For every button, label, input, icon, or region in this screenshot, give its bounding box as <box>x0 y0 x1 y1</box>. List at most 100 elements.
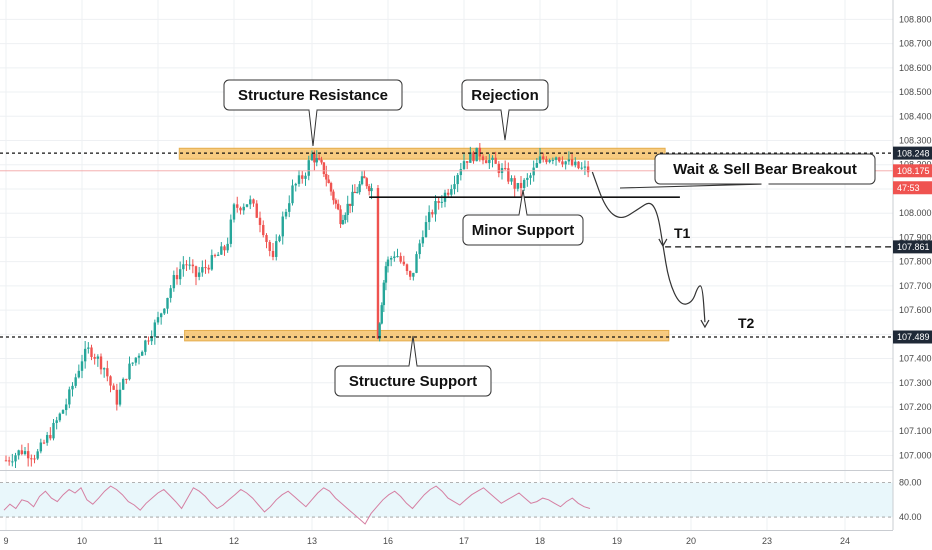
candle-body <box>118 389 122 405</box>
candle-body <box>45 434 49 443</box>
candle-body <box>11 461 14 463</box>
candle-body <box>229 219 233 244</box>
candle-body <box>351 191 354 206</box>
candle-body <box>370 188 373 192</box>
candle-body <box>17 450 20 456</box>
candle-body <box>325 174 328 180</box>
candle-body <box>163 308 166 314</box>
support-zone <box>184 329 670 342</box>
candle-body <box>109 376 112 386</box>
candle-body <box>507 168 510 182</box>
candle-body <box>548 159 551 163</box>
candle-body <box>554 157 558 160</box>
level-badge-t1-bg <box>893 240 932 254</box>
candle-body <box>327 179 330 184</box>
time-tick-label: 24 <box>840 536 850 546</box>
candle-body <box>150 336 153 342</box>
candle-body <box>564 161 567 165</box>
time-tick-label: 10 <box>77 536 87 546</box>
candle-body <box>288 203 291 212</box>
candle-body <box>96 356 100 359</box>
time-tick-label: 16 <box>383 536 393 546</box>
candle-body <box>4 460 8 462</box>
candle-body <box>55 420 58 423</box>
candle-body <box>408 271 412 277</box>
candle-body <box>175 275 179 280</box>
candle-body <box>551 159 555 161</box>
candlesticks <box>4 143 590 469</box>
candle-body <box>223 246 226 251</box>
candle-body <box>365 178 368 187</box>
candle-body <box>194 266 198 277</box>
candle-body <box>232 204 236 220</box>
candle-body <box>317 158 321 160</box>
candle-body <box>64 404 68 411</box>
candle-body <box>484 160 488 164</box>
time-tick-label: 12 <box>229 536 239 546</box>
current-price-badge: 108.175 <box>897 166 930 176</box>
candle-body <box>307 160 310 176</box>
candle-body <box>201 267 204 273</box>
candle-body <box>204 267 207 269</box>
candle-body <box>68 389 71 405</box>
candle-body <box>249 199 252 205</box>
candle-body <box>424 222 428 238</box>
candle-body <box>389 258 393 260</box>
candle-body <box>77 370 81 378</box>
wait-sell-label-pointer <box>619 183 770 189</box>
candle-body <box>532 167 535 176</box>
candle-body <box>437 201 440 203</box>
candle-body <box>396 256 399 258</box>
candle-body <box>74 377 77 386</box>
price-tick-label: 107.800 <box>899 257 932 267</box>
candle-body <box>115 389 119 405</box>
price-tick-label: 108.600 <box>899 63 932 73</box>
candle-body <box>322 162 326 175</box>
candle-body <box>284 211 288 217</box>
price-tick-label: 107.600 <box>899 305 932 315</box>
candle-body <box>462 161 466 170</box>
candle-body <box>488 159 491 164</box>
candle-body <box>380 305 383 324</box>
candle-body <box>71 385 74 390</box>
candle-body <box>356 192 359 194</box>
candle-body <box>363 176 366 179</box>
time-axis[interactable]: 9 10 11 12 13 16 17 18 19 20 23 24 <box>0 530 893 547</box>
candle-body <box>213 255 217 257</box>
time-tick-label: 9 <box>3 536 8 546</box>
candle-body <box>275 241 278 257</box>
candle-body <box>378 323 381 339</box>
candle-body <box>262 224 265 236</box>
candle-body <box>197 272 201 277</box>
candle-body <box>20 450 24 455</box>
rejection-label-text: Rejection <box>471 87 539 104</box>
candle-body <box>188 264 191 266</box>
candle-body <box>341 220 345 225</box>
candle-body <box>144 340 147 352</box>
time-tick-label: 11 <box>153 536 162 546</box>
candle-body <box>358 184 361 193</box>
candle-body <box>166 297 169 309</box>
candle-body <box>207 267 210 270</box>
candle-body <box>265 235 268 242</box>
rsi-pane <box>0 470 893 525</box>
candle-body <box>140 351 144 356</box>
projection <box>591 171 710 329</box>
candle-body <box>236 204 239 208</box>
structure-resistance-label-pointer <box>308 109 318 147</box>
candle-body <box>450 189 453 195</box>
candle-body <box>393 256 396 259</box>
candle-body <box>36 451 39 459</box>
candle-body <box>42 442 46 444</box>
level-badge-upper-bg <box>893 146 932 160</box>
candle-body <box>301 175 304 179</box>
minor-support-label: Minor Support <box>462 189 584 246</box>
candle-body <box>561 161 564 165</box>
candle-body <box>376 188 380 339</box>
price-axis[interactable]: 108.800 108.700 108.600 108.500 108.400 108.3… <box>892 0 932 530</box>
candle-body <box>446 192 450 195</box>
candle-body <box>278 236 281 242</box>
candle-body <box>334 200 338 204</box>
candle-body <box>580 167 583 169</box>
candle-body <box>106 368 109 377</box>
